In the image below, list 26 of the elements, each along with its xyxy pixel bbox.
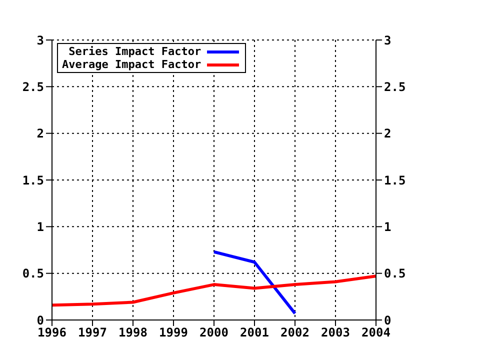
- x-tick-label: 1996: [38, 326, 66, 340]
- y2-tick-label: 2.5: [384, 80, 406, 94]
- x-tick-label: 2000: [200, 326, 228, 340]
- y2-tick-label: 2: [384, 126, 392, 141]
- y-tick-label: 2.5: [22, 80, 44, 94]
- x-tick-label: 1999: [159, 326, 188, 340]
- x-tick-label: 2003: [321, 326, 350, 340]
- y2-tick-label: 0.5: [384, 266, 406, 281]
- x-tick-label: 2002: [280, 326, 310, 340]
- x-tick-label: 1997: [78, 326, 107, 340]
- line-series: [52, 274, 376, 307]
- x-tick-label: 2001: [240, 326, 269, 340]
- y2-tick-label: 0: [384, 313, 392, 328]
- y-tick-label: 3: [36, 33, 44, 48]
- y2-tick-label: 1: [384, 220, 392, 234]
- legend-label: Series Impact Factor: [68, 45, 202, 58]
- y2-tick-label: 3: [384, 33, 392, 48]
- legend-label: Average Impact Factor: [62, 58, 202, 71]
- x-tick-label: 2004: [362, 326, 390, 340]
- y-tick-label: 0: [36, 313, 44, 328]
- y-tick-label: 1.5: [22, 173, 44, 188]
- y-tick-label: 2: [36, 126, 44, 141]
- y-tick-label: 1: [36, 220, 44, 234]
- y-tick-label: 0.5: [22, 266, 44, 281]
- y2-tick-label: 1.5: [384, 173, 406, 188]
- x-tick-label: 1998: [118, 326, 148, 340]
